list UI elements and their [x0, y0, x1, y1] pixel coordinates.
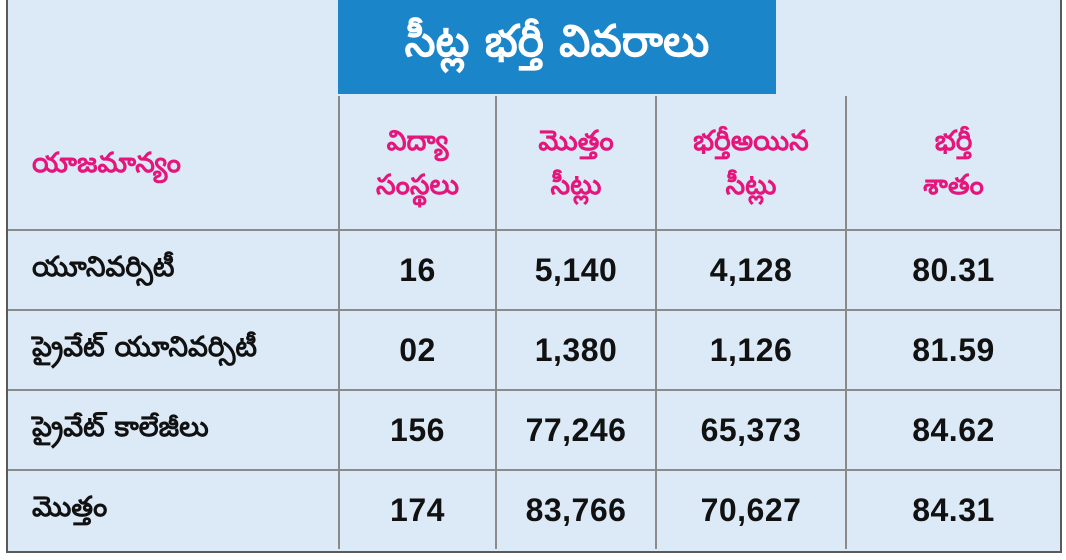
row-private-university-total-seats: 1,380 [495, 309, 655, 389]
row-private-colleges-total-seats: 77,246 [495, 389, 655, 469]
row-private-university-name: ప్రైవేట్ యూనివర్సిటీ [8, 309, 338, 389]
column-header-institutions: విద్యా సంస్థలు [338, 96, 495, 229]
row-private-colleges-percent: 84.62 [845, 389, 1060, 469]
table-title: సీట్ల భర్తీ వివరాలు [338, 0, 776, 94]
row-private-university-percent: 81.59 [845, 309, 1060, 389]
row-private-university-filled-seats: 1,126 [655, 309, 845, 389]
row-university-institutions: 16 [338, 229, 495, 309]
row-university-total-seats: 5,140 [495, 229, 655, 309]
seat-filling-table-card: సీట్ల భర్తీ వివరాలు యాజమాన్యం విద్యా సంస… [6, 0, 1062, 553]
column-header-management: యాజమాన్యం [32, 145, 181, 179]
row-total-percent: 84.31 [845, 469, 1060, 549]
row-private-colleges-name: ప్రైవేట్ కాలేజీలు [8, 389, 338, 469]
row-total-name: మొత్తం [8, 469, 338, 549]
row-total-filled-seats: 70,627 [655, 469, 845, 549]
seat-filling-table: యాజమాన్యం విద్యా సంస్థలు మొత్తం సీట్లు భ… [8, 96, 1060, 549]
row-total-institutions: 174 [338, 469, 495, 549]
column-header-total-seats: మొత్తం సీట్లు [495, 96, 655, 229]
row-university-name: యూనివర్సిటీ [8, 229, 338, 309]
row-private-university-institutions: 02 [338, 309, 495, 389]
row-private-colleges-institutions: 156 [338, 389, 495, 469]
row-private-colleges-filled-seats: 65,373 [655, 389, 845, 469]
row-university-filled-seats: 4,128 [655, 229, 845, 309]
column-header-filled-seats: భర్తీఅయిన సీట్లు [655, 96, 845, 229]
column-header-fill-percent: భర్తీ శాతం [845, 96, 1060, 229]
row-university-percent: 80.31 [845, 229, 1060, 309]
row-total-total-seats: 83,766 [495, 469, 655, 549]
